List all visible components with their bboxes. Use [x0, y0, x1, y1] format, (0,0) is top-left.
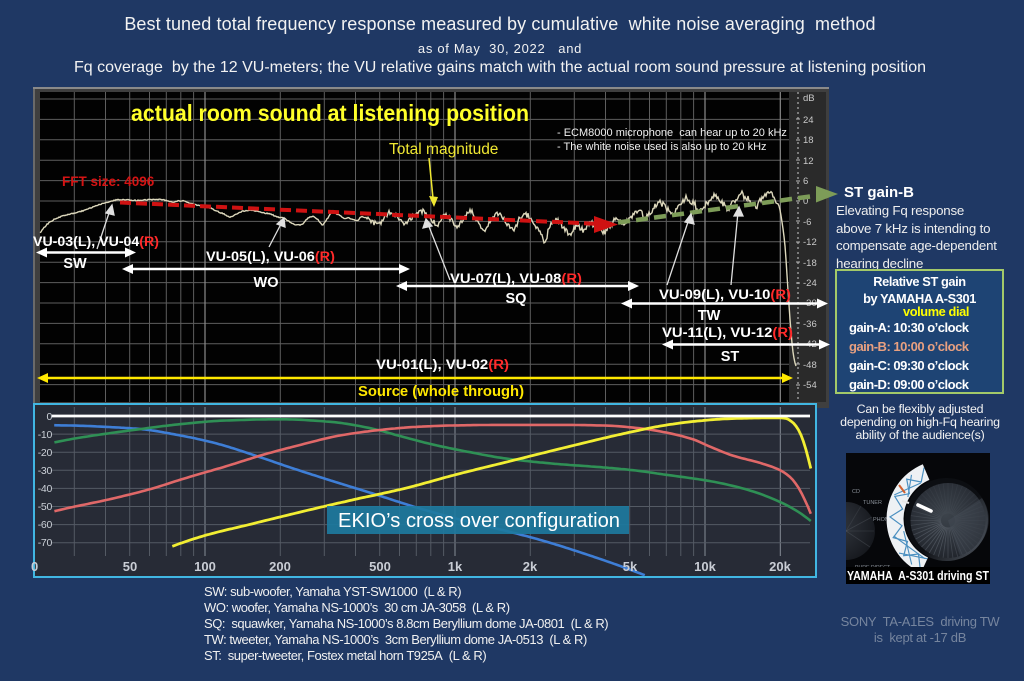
svg-text:ST: ST [721, 349, 740, 365]
svg-text:0: 0 [46, 411, 52, 423]
svg-text:-70: -70 [38, 537, 53, 549]
svg-text:-36: -36 [803, 319, 817, 330]
svg-text:200: 200 [269, 559, 291, 574]
svg-text:SW: SW [63, 256, 87, 272]
svg-text:Total magnitude: Total magnitude [389, 141, 498, 158]
svg-text:18: 18 [803, 135, 814, 146]
svg-text:-40: -40 [38, 483, 53, 495]
svg-text:50: 50 [123, 559, 137, 574]
svg-text:- The white noise used is also: - The white noise used is also up to 20 … [557, 141, 767, 153]
svg-text:-60: -60 [38, 519, 53, 531]
svg-text:10k: 10k [694, 559, 716, 574]
svg-text:EKIO’s cross over configuratio: EKIO’s cross over configuration [338, 509, 620, 532]
svg-text:CD: CD [852, 489, 860, 495]
svg-text:100: 100 [194, 559, 216, 574]
svg-text:12: 12 [803, 156, 814, 167]
svg-text:TUNER: TUNER [863, 500, 882, 506]
svg-text:-18: -18 [803, 258, 817, 269]
svg-text:-12: -12 [803, 237, 817, 248]
svg-text:0: 0 [803, 196, 808, 207]
svg-text:dB: dB [803, 93, 815, 104]
svg-text:20k: 20k [769, 559, 791, 574]
svg-text:VU-07(L), VU-08(R): VU-07(L), VU-08 (R) [450, 271, 582, 286]
svg-text:500: 500 [369, 559, 391, 574]
svg-text:0: 0 [31, 559, 38, 574]
svg-text:actual room sound at listening: actual room sound at listening position [131, 100, 529, 126]
svg-text:24: 24 [803, 115, 814, 126]
svg-text:SQ: SQ [506, 291, 527, 307]
svg-text:6: 6 [803, 176, 808, 187]
svg-text:-10: -10 [38, 429, 53, 441]
svg-text:-54: -54 [803, 380, 817, 391]
svg-text:VU-11(L), VU-12(R): VU-11(L), VU-12 (R) [662, 325, 793, 340]
svg-text:-6: -6 [803, 217, 811, 228]
svg-text:Source (whole through): Source (whole through) [358, 383, 524, 400]
svg-text:-20: -20 [38, 447, 53, 459]
svg-text:5k: 5k [623, 559, 638, 574]
svg-text:TW: TW [698, 308, 721, 324]
svg-text:PHONO: PHONO [873, 517, 894, 523]
svg-text:VU-09(L), VU-10(R): VU-09(L), VU-10 (R) [659, 287, 791, 302]
svg-text:- ECM8000 microphone can hear: - ECM8000 microphone can hear up to 20 k… [557, 127, 787, 139]
svg-text:1k: 1k [448, 559, 463, 574]
svg-text:WO: WO [254, 275, 279, 291]
svg-text:VU-05(L), VU-06(R): VU-05(L), VU-06 (R) [206, 249, 335, 264]
svg-text:YAMAHA A-S301 driving ST: YAMAHA A-S301 driving ST [847, 568, 989, 583]
svg-text:-48: -48 [803, 360, 817, 371]
svg-text:VU-01(L), VU-02(R): VU-01(L), VU-02 (R) [376, 357, 509, 372]
svg-text:2k: 2k [523, 559, 538, 574]
svg-text:-24: -24 [803, 278, 817, 289]
svg-text:VU-03(L), VU-04(R): VU-03(L), VU-04 (R) [33, 234, 159, 249]
svg-text:-30: -30 [38, 465, 53, 477]
svg-text:FFT size: 4096: FFT size: 4096 [62, 174, 155, 189]
svg-text:-50: -50 [38, 501, 53, 513]
